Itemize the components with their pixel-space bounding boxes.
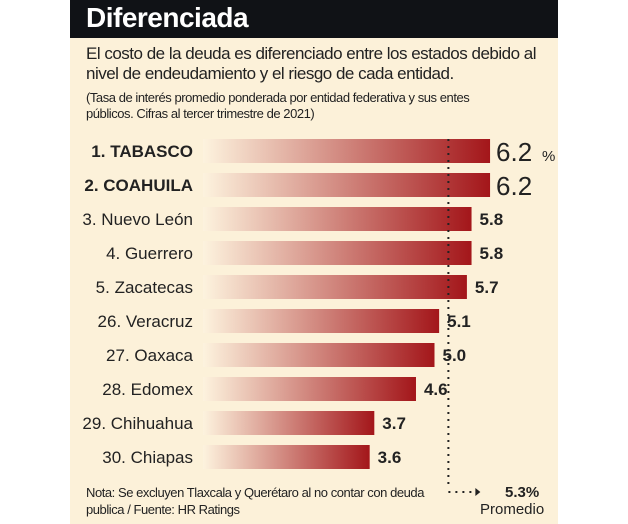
bar: [203, 139, 491, 163]
category-label: 3. Nuevo León: [82, 210, 193, 229]
category-label: 4. Guerrero: [106, 244, 193, 263]
bar: [203, 241, 472, 265]
category-label: 28. Edomex: [102, 380, 193, 399]
bar-chart: 1. TABASCO 6.2 % 2. COAHUILA 6.2 3. Nuevo Leó…: [82, 137, 555, 496]
value-label: 5.8: [480, 210, 504, 229]
category-label: 2. COAHUILA: [84, 176, 193, 195]
source-note: Nota: Se excluyen Tlaxcala y Querétaro a…: [86, 485, 424, 517]
infographic-panel: Diferenciada El costo de la deuda es dif…: [70, 0, 558, 524]
value-label: 6.2: [496, 137, 532, 167]
intro-text: El costo de la deuda es diferenciado ent…: [86, 44, 537, 83]
value-label: 5.8: [480, 244, 504, 263]
value-label: 3.6: [378, 448, 402, 467]
category-label: 30. Chiapas: [102, 448, 193, 467]
category-label: 5. Zacatecas: [96, 278, 193, 297]
value-label: 6.2: [496, 171, 532, 201]
average-caption: Promedio: [480, 501, 545, 518]
average-annotation: 5.3% Promedio: [480, 484, 544, 518]
bar: [203, 411, 375, 435]
category-label: 26. Veracruz: [98, 312, 193, 331]
bar: [203, 309, 440, 333]
header-bar: Diferenciada: [70, 0, 558, 38]
arrow-icon: [475, 488, 481, 496]
average-value: 5.3%: [505, 484, 540, 501]
category-label: 27. Oaxaca: [106, 346, 193, 365]
bar: [203, 377, 416, 401]
value-label: 5.7: [475, 278, 499, 297]
bar: [203, 275, 467, 299]
chart-title: Diferenciada: [86, 2, 249, 33]
intro-block: El costo de la deuda es diferenciado ent…: [86, 44, 554, 122]
bar: [203, 343, 435, 367]
percent-sign: %: [542, 148, 555, 165]
category-label: 29. Chihuahua: [82, 414, 193, 433]
value-label: 5.0: [443, 346, 467, 365]
value-label: 4.6: [424, 380, 448, 399]
bar: [203, 173, 491, 197]
bar: [203, 445, 370, 469]
value-label: 5.1: [447, 312, 471, 331]
value-label: 3.7: [382, 414, 406, 433]
subtitle: (Tasa de interés promedio ponderada por …: [86, 90, 470, 121]
category-label: 1. TABASCO: [91, 142, 193, 161]
bar: [203, 207, 472, 231]
